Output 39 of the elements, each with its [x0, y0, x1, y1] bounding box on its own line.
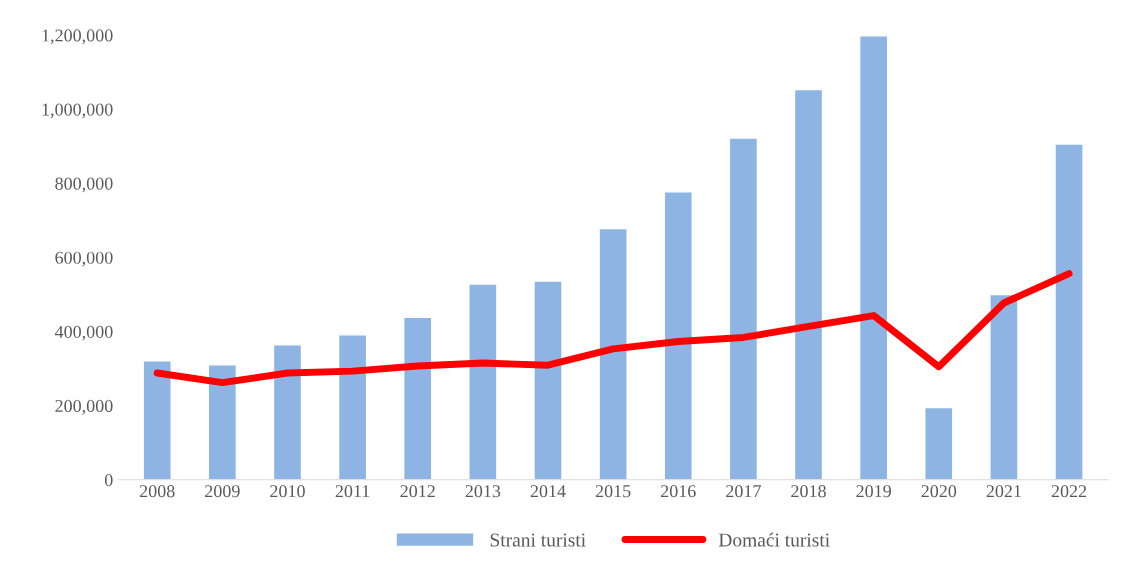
bar	[142, 360, 172, 480]
legend-label: Domaći turisti	[718, 532, 830, 547]
x-tick-label: 2018	[791, 485, 826, 498]
bar	[337, 334, 368, 480]
bar	[793, 88, 824, 480]
x-tick-label: 2010	[270, 485, 305, 498]
bar	[403, 316, 433, 480]
x-tick-label: 2017	[726, 485, 761, 498]
x-tick-label: 2008	[139, 485, 175, 498]
x-tick-label: 2013	[465, 485, 501, 498]
bar	[533, 280, 563, 480]
x-tick-label: 2011	[335, 485, 370, 498]
y-tick-label: 200,000	[55, 399, 113, 415]
bar	[207, 364, 238, 480]
x-tick-label: 2021	[986, 485, 1021, 498]
legend-label: Strani turisti	[490, 533, 586, 547]
bar	[924, 406, 954, 480]
y-tick-label: 800,000	[55, 177, 113, 193]
x-tick-label: 2015	[595, 485, 631, 498]
x-tick-label: 2012	[400, 485, 435, 498]
bar	[728, 137, 759, 480]
x-tick-label: 2022	[1051, 485, 1087, 498]
x-tick-label: 2014	[530, 485, 566, 498]
y-tick-label: 400,000	[54, 325, 113, 341]
y-tick-label: 600,000	[55, 251, 113, 267]
y-tick-label: 0	[104, 473, 113, 487]
bar	[989, 293, 1019, 480]
x-tick-label: 2009	[205, 485, 240, 498]
x-tick-label: 2019	[856, 485, 891, 498]
bar	[272, 344, 303, 480]
bar	[1054, 143, 1084, 480]
bar	[468, 283, 498, 480]
bar	[858, 35, 889, 480]
y-tick-label: 1,200,000	[42, 29, 113, 45]
x-tick-label: 2016	[660, 485, 696, 498]
bar	[663, 191, 693, 480]
x-tick-label: 2020	[921, 485, 957, 498]
y-tick-label: 1,000,000	[42, 103, 113, 119]
bar	[598, 227, 628, 480]
